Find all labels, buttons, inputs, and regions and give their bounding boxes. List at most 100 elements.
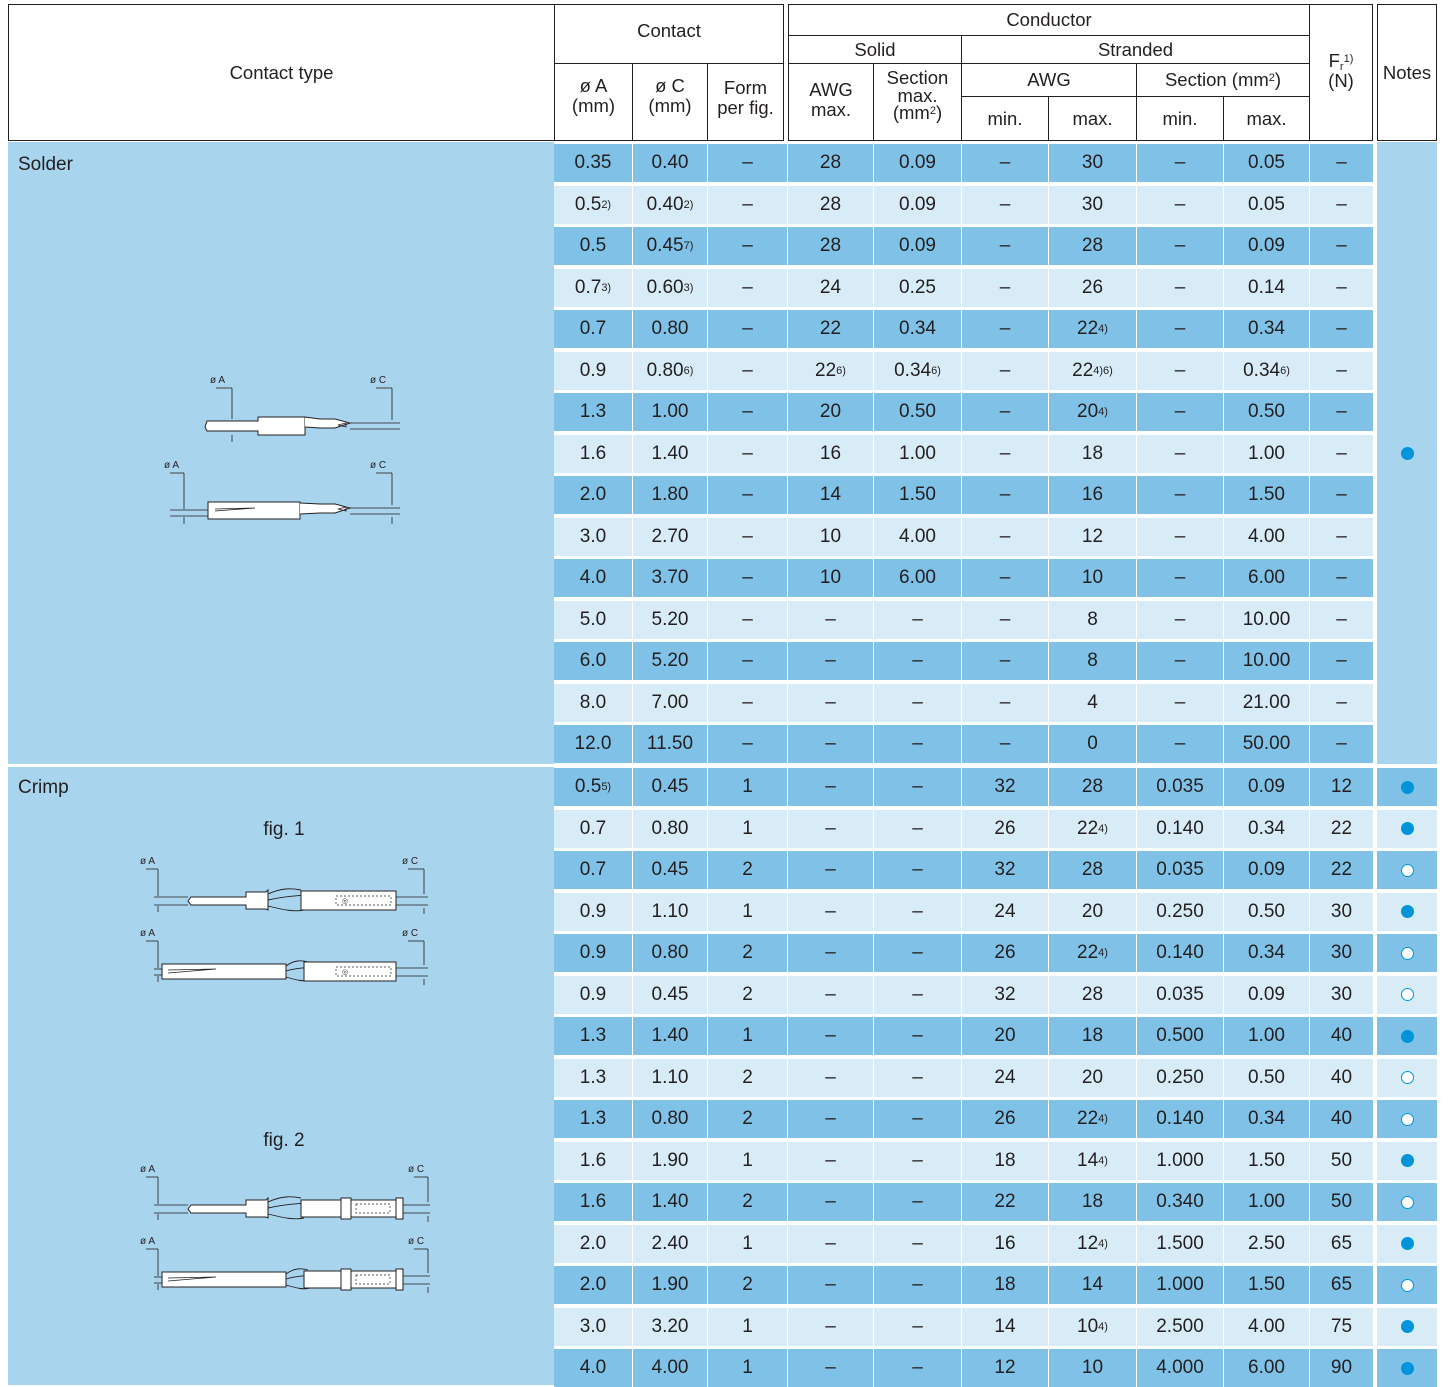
- table-cell-dia-c: 0.45: [633, 975, 707, 1014]
- table-cell-solid-section-max: –: [874, 1141, 961, 1180]
- table-cell-form: 1: [708, 1349, 787, 1387]
- header-stranded: Stranded: [961, 35, 1310, 64]
- table-cell-fr: 30: [1310, 934, 1373, 972]
- table-cell-solid-awg-max: –: [788, 892, 873, 931]
- table-cell-stranded-awg-min: –: [962, 476, 1048, 514]
- table-cell-stranded-awg-max: 14 4): [1049, 1141, 1136, 1180]
- table-cell-stranded-section-max: 1.50: [1224, 1266, 1309, 1304]
- table-cell-notes: [1377, 684, 1437, 722]
- table-cell-stranded-awg-min: –: [962, 351, 1048, 390]
- fig2-label: fig. 2: [263, 1130, 305, 1151]
- open-circle-icon: [1400, 988, 1414, 1001]
- dia-c-label: ø C: [370, 460, 386, 471]
- table-cell-solid-awg-max: –: [788, 851, 873, 889]
- table-cell-stranded-section-min: –: [1137, 517, 1223, 556]
- table-cell-fr: –: [1310, 476, 1373, 514]
- table-cell-form: 2: [708, 1183, 787, 1221]
- table-cell-dia-c: 0.40 2): [633, 185, 707, 224]
- header-dia-c-label: ø Aø C(mm): [648, 75, 692, 116]
- table-cell-solid-awg-max: 28: [788, 185, 873, 224]
- table-cell-stranded-section-max: 0.50: [1224, 393, 1309, 431]
- table-cell-stranded-section-max: 1.50: [1224, 476, 1309, 514]
- table-cell-solid-awg-max: 28: [788, 227, 873, 265]
- table-cell-stranded-awg-min: 26: [962, 934, 1048, 972]
- table-cell-solid-section-max: –: [874, 725, 961, 763]
- table-cell-notes: [1377, 809, 1437, 848]
- table-cell-stranded-awg-min: 24: [962, 892, 1048, 931]
- table-cell-stranded-awg-max: 22 4): [1049, 310, 1136, 348]
- table-cell-stranded-section-max: 1.50: [1224, 1141, 1309, 1180]
- table-cell-notes: [1377, 975, 1437, 1014]
- table-cell-form: –: [708, 600, 787, 639]
- table-cell-notes: [1377, 1058, 1437, 1097]
- table-cell-dia-a: 8.0: [554, 683, 632, 722]
- table-cell-stranded-awg-max: 18: [1049, 434, 1136, 473]
- table-cell-notes: [1377, 269, 1437, 307]
- crimp-fig2-socket-drawing: ø A ø C: [140, 1236, 430, 1293]
- header-solid-section-max: Section max. (mm2): [873, 63, 962, 141]
- table-cell-fr: 22: [1310, 851, 1373, 889]
- table-cell-fr: 50: [1310, 1141, 1373, 1180]
- table-cell-stranded-section-max: 50.00: [1224, 725, 1309, 763]
- table-cell-stranded-awg-min: 12: [962, 1349, 1048, 1387]
- header-form-per-fig: Form per fig.: [707, 63, 784, 141]
- table-cell-stranded-awg-min: –: [962, 144, 1048, 182]
- table-cell-dia-c: 1.80: [633, 476, 707, 514]
- table-cell-solid-section-max: 0.34 6): [874, 351, 961, 390]
- crimp-label: Crimp: [18, 777, 69, 798]
- table-cell-solid-section-max: 0.25: [874, 268, 961, 307]
- dia-c-label: ø C: [408, 1164, 424, 1175]
- dia-a-label: ø A: [140, 1236, 155, 1247]
- header-notes: Notes: [1377, 4, 1437, 141]
- table-cell-fr: –: [1310, 185, 1373, 224]
- table-cell-solid-section-max: –: [874, 1266, 961, 1304]
- table-cell-stranded-awg-max: 14: [1049, 1266, 1136, 1304]
- solder-label: Solder: [18, 154, 73, 175]
- table-cell-solid-awg-max: –: [788, 768, 873, 806]
- table-cell-stranded-awg-min: 24: [962, 1058, 1048, 1097]
- table-cell-stranded-section-max: 0.09: [1224, 768, 1309, 806]
- table-cell-dia-a: 4.0: [554, 559, 632, 597]
- table-cell-stranded-section-min: –: [1137, 559, 1223, 597]
- table-cell-stranded-awg-min: 32: [962, 851, 1048, 889]
- table-cell-dia-c: 4.00: [633, 1349, 707, 1387]
- table-cell-form: –: [708, 227, 787, 265]
- table-cell-fr: 12: [1310, 768, 1373, 806]
- table-cell-dia-c: 0.80: [633, 1100, 707, 1138]
- header-stranded-awg-label: AWG: [1027, 69, 1071, 91]
- table-cell-stranded-section-max: 0.14: [1224, 268, 1309, 307]
- table-cell-dia-c: 1.10: [633, 1058, 707, 1097]
- table-cell-stranded-section-max: 0.34: [1224, 1100, 1309, 1138]
- table-cell-dia-a: 2.0: [554, 476, 632, 514]
- table-cell-stranded-awg-min: –: [962, 227, 1048, 265]
- table-cell-form: –: [708, 725, 787, 763]
- table-cell-fr: 75: [1310, 1307, 1373, 1346]
- table-cell-stranded-section-min: –: [1137, 393, 1223, 431]
- table-cell-stranded-awg-max: 8: [1049, 642, 1136, 680]
- table-cell-notes: [1377, 186, 1437, 224]
- table-cell-dia-a: 1.3: [554, 1058, 632, 1097]
- table-cell-fr: –: [1310, 144, 1373, 182]
- table-cell-solid-awg-max: –: [788, 1224, 873, 1263]
- table-cell-form: –: [708, 144, 787, 182]
- table-cell-solid-awg-max: –: [788, 975, 873, 1014]
- table-cell-notes: [1377, 1349, 1437, 1387]
- header-fr-label: Fr1) (N): [1328, 49, 1354, 91]
- table-cell-stranded-section-min: 0.250: [1137, 892, 1223, 931]
- table-cell-form: –: [708, 434, 787, 473]
- table-cell-notes: [1377, 352, 1437, 390]
- table-cell-dia-c: 0.45 7): [633, 227, 707, 265]
- crimp-fig2-pin-drawing: ø A ø C: [140, 1164, 430, 1222]
- table-cell-form: 1: [708, 1224, 787, 1263]
- table-cell-dia-a: 2.0: [554, 1224, 632, 1263]
- table-cell-stranded-awg-max: 22 4): [1049, 934, 1136, 972]
- filled-circle-icon: [1400, 1154, 1414, 1167]
- table-cell-solid-awg-max: –: [788, 1100, 873, 1138]
- header-stranded-section-label: Section (mm2): [1164, 69, 1282, 91]
- table-cell-stranded-section-max: 0.09: [1224, 227, 1309, 265]
- table-cell-fr: 30: [1310, 892, 1373, 931]
- table-cell-dia-a: 0.9: [554, 975, 632, 1014]
- dia-a-label: ø A: [140, 928, 155, 939]
- table-cell-dia-a: 3.0: [554, 517, 632, 556]
- table-cell-stranded-section-min: 1.000: [1137, 1266, 1223, 1304]
